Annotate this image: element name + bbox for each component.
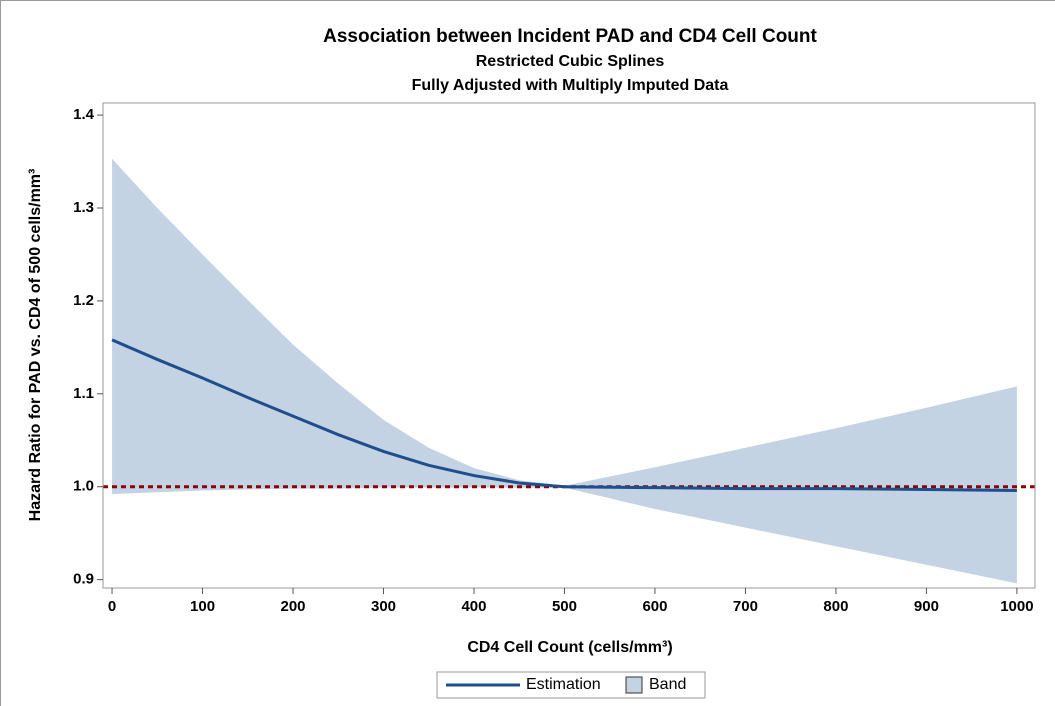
x-tick-label: 200	[281, 598, 306, 615]
legend-label: Band	[649, 676, 686, 693]
x-tick-label: 800	[823, 598, 848, 615]
plot-frame	[102, 102, 1036, 589]
chart-subtitle: Restricted Cubic Splines	[476, 53, 665, 70]
y-tick-label: 1.4	[73, 106, 95, 123]
x-tick-label: 900	[914, 598, 939, 615]
y-tick-label: 1.2	[73, 292, 94, 309]
x-tick-label: 600	[642, 598, 667, 615]
x-tick-label: 500	[552, 598, 577, 615]
y-tick-label: 1.3	[73, 199, 94, 216]
legend-label: Estimation	[526, 676, 601, 693]
legend-frame	[436, 671, 706, 699]
x-tick-label: 1000	[1000, 598, 1033, 615]
x-tick-label: 300	[371, 598, 396, 615]
y-tick-label: 0.9	[73, 571, 94, 588]
legend-swatch	[625, 676, 643, 694]
x-tick-label: 100	[190, 598, 215, 615]
x-axis-label: CD4 Cell Count (cells/mm³)	[467, 639, 672, 656]
x-tick-label: 0	[108, 598, 116, 615]
confidence-band	[112, 158, 1017, 584]
chart-title: Association between Incident PAD and CD4…	[323, 26, 817, 47]
x-tick-label: 700	[733, 598, 758, 615]
x-tick-label: 400	[461, 598, 486, 615]
chart-subtitle: Fully Adjusted with Multiply Imputed Dat…	[412, 77, 729, 94]
y-tick-label: 1.0	[73, 478, 94, 495]
estimate-line	[111, 338, 1017, 492]
y-tick-label: 1.1	[73, 385, 94, 402]
y-axis-label: Hazard Ratio for PAD vs. CD4 of 500 cell…	[27, 169, 44, 522]
